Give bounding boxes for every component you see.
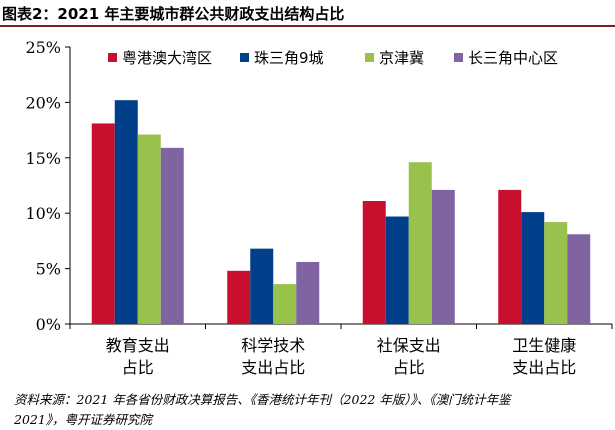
source-note-line2: 2021》，粤开证券研究院	[14, 412, 153, 427]
y-tick-label: 5%	[36, 260, 61, 279]
title-bar: 图表2：2021 年主要城市群公共财政支出结构占比	[0, 0, 615, 27]
bar	[250, 248, 274, 324]
bar	[498, 189, 522, 324]
bar	[296, 261, 320, 324]
bar	[114, 100, 138, 325]
bar	[137, 134, 161, 324]
bar	[91, 123, 115, 325]
x-category-label: 社保支出	[377, 336, 441, 355]
x-category-label: 科学技术	[241, 336, 305, 355]
bar	[273, 284, 297, 324]
y-tick-label: 10%	[25, 204, 61, 223]
bar	[431, 189, 455, 324]
legend-label: 京津冀	[379, 49, 424, 67]
bar	[544, 222, 568, 324]
bar	[362, 201, 386, 324]
source-note-line1: 资料来源：2021 年各省份财政决算报告、《香港统计年刊（2022 年版）》、《…	[14, 392, 511, 407]
legend-swatch	[108, 53, 117, 62]
legend-label: 珠三角9城	[254, 49, 324, 67]
x-category-label: 占比	[122, 358, 154, 377]
y-tick-label: 15%	[25, 149, 61, 168]
bar	[160, 147, 184, 324]
x-category-label: 支出占比	[241, 358, 305, 377]
bar	[408, 162, 432, 324]
legend-swatch	[240, 53, 249, 62]
x-category-label: 占比	[393, 358, 425, 377]
legend-label: 长三角中心区	[468, 49, 558, 67]
y-tick-label: 0%	[36, 315, 61, 334]
legend-label: 粤港澳大湾区	[122, 49, 212, 67]
bar	[385, 216, 409, 324]
x-category-label: 卫生健康	[512, 336, 576, 355]
legend-swatch	[454, 53, 463, 62]
bar	[227, 270, 251, 324]
bar	[521, 212, 545, 324]
x-category-label: 支出占比	[512, 358, 576, 377]
y-tick-label: 25%	[25, 38, 61, 57]
figure-title: 图表2：2021 年主要城市群公共财政支出结构占比	[2, 5, 345, 23]
x-category-label: 教育支出	[106, 336, 170, 355]
legend-swatch	[365, 53, 374, 62]
y-tick-label: 20%	[25, 93, 61, 112]
bar	[567, 234, 591, 324]
